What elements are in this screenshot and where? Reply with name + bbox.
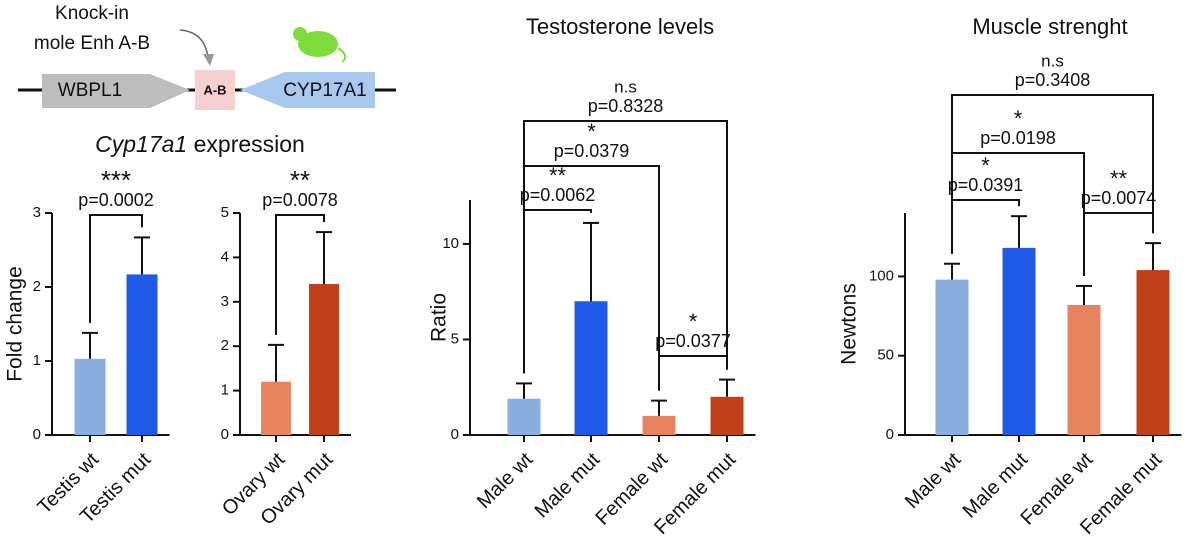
y-tick-label: 0: [886, 426, 894, 443]
diagram-note: Knock-in: [55, 3, 129, 24]
gene-label: WBPL1: [58, 80, 122, 101]
p-value: p=0.0062: [520, 185, 596, 205]
bar: [574, 301, 608, 435]
chart-title: Testosterone levels: [526, 14, 714, 39]
chart-title: Muscle strenght: [972, 14, 1127, 39]
bar: [935, 279, 969, 435]
y-tick-label: 0: [33, 426, 41, 443]
p-value: p=0.8328: [588, 96, 664, 116]
bar: [507, 398, 541, 435]
significance-bracket: [951, 199, 1020, 254]
y-axis-label: Ratio: [428, 293, 451, 342]
bar: [1067, 304, 1101, 435]
bar: [1136, 270, 1170, 435]
bar: [1002, 247, 1036, 435]
bar: [74, 358, 106, 435]
significance-bracket: [523, 120, 728, 374]
significance-bracket: [275, 214, 325, 335]
significance-bracket: [89, 214, 143, 323]
y-tick-label: 3: [33, 204, 41, 221]
y-tick-label: 4: [221, 248, 229, 265]
significance-label: **: [290, 165, 310, 195]
element-box: [195, 70, 235, 110]
significance-label: *: [981, 153, 990, 178]
y-tick-label: 0: [451, 426, 459, 443]
y-axis-label: Fold change: [4, 266, 27, 382]
mouse-icon: [293, 27, 347, 63]
panel-title: Cyp17a1 expression: [95, 131, 305, 157]
gene-label: CYP17A1: [283, 80, 366, 101]
pointer-arrow: [179, 29, 209, 59]
y-tick-label: 5: [221, 204, 229, 221]
significance-bracket: [658, 355, 728, 391]
p-value: p=0.0377: [655, 331, 731, 351]
p-value: p=0.0002: [78, 190, 154, 210]
x-tick-label: Male wt: [473, 448, 538, 513]
significance-bracket: [1083, 212, 1154, 276]
y-tick-label: 1: [33, 352, 41, 369]
p-value: p=0.0391: [948, 175, 1024, 195]
y-axis-label: Newtons: [838, 283, 861, 365]
significance-label: *: [689, 309, 698, 334]
diagram-note: mole Enh A-B: [34, 33, 150, 54]
significance-bracket: [951, 94, 1154, 254]
y-tick-label: 2: [221, 337, 229, 354]
y-tick-label: 100: [869, 267, 894, 284]
y-tick-label: 5: [451, 330, 459, 347]
construct-diagram: Knock-in mole Enh A-B WBPL1 A-B CYP17A1: [18, 3, 396, 110]
y-tick-label: 2: [33, 278, 41, 295]
bar: [126, 274, 158, 435]
y-tick-label: 3: [221, 293, 229, 310]
element-label: A-B: [203, 82, 226, 97]
panel-title-text: expression: [194, 131, 305, 157]
gene-arrow: [42, 74, 190, 108]
p-value: p=0.3408: [1015, 70, 1091, 90]
p-value: p=0.0078: [262, 190, 338, 210]
p-value: p=0.0198: [980, 128, 1056, 148]
y-tick-label: 50: [877, 347, 894, 364]
significance-label: n.s: [1041, 51, 1064, 70]
significance-label: n.s: [614, 77, 637, 96]
gene-arrow: [240, 72, 375, 108]
p-value: p=0.0074: [1081, 188, 1157, 208]
significance-label: **: [549, 163, 567, 188]
y-tick-label: 10: [442, 235, 459, 252]
bar: [309, 284, 339, 435]
panel-title-gene: Cyp17a1: [95, 131, 187, 157]
significance-label: **: [1110, 166, 1128, 191]
significance-label: *: [1014, 106, 1023, 131]
pointer-head: [203, 54, 214, 66]
bar: [261, 381, 291, 435]
p-value: p=0.0379: [554, 141, 630, 161]
significance-label: ***: [101, 165, 131, 195]
bar: [642, 415, 676, 435]
bar: [710, 396, 744, 435]
significance-label: *: [587, 119, 596, 144]
y-tick-label: 1: [221, 382, 229, 399]
y-tick-label: 0: [221, 426, 229, 443]
x-tick-label: Male wt: [901, 448, 966, 513]
